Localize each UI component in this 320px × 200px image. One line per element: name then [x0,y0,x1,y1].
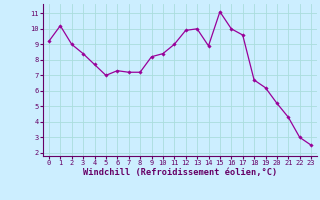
X-axis label: Windchill (Refroidissement éolien,°C): Windchill (Refroidissement éolien,°C) [83,168,277,177]
